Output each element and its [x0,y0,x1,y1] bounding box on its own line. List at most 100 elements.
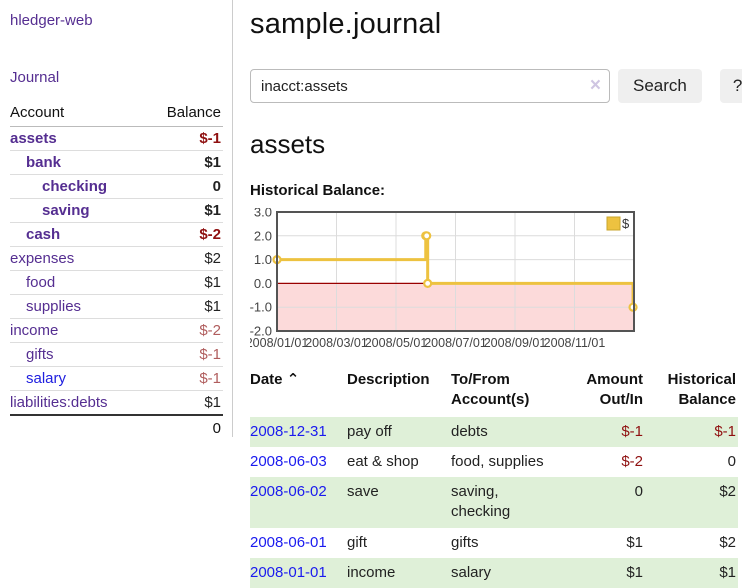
svg-text:0.0: 0.0 [254,276,272,291]
account-row: income $-2 [10,318,223,343]
transaction-amount-cell: $-2 [621,452,643,470]
transaction-row: 2008-06-01 gift gifts $1 $2 [250,528,738,558]
svg-text:2008/05/01: 2008/05/01 [365,336,428,350]
transaction-description-cell: pay off [347,422,392,440]
transaction-accounts-cell: salary [451,563,492,581]
nav-journal-link[interactable]: Journal [10,69,60,86]
account-balance: $-2 [146,318,223,343]
sidebar-divider [232,0,233,437]
page-title: sample.journal [250,8,442,40]
account-link[interactable]: salary [26,370,67,387]
svg-text:-2.0: -2.0 [250,324,272,339]
historical-balance-chart: $3.0 2.0 1.0 0.0 -1.0 -2.0 2008/01/01 2008/03/0… [246,205,742,352]
account-balance: $1 [146,270,223,295]
search-input-wrap: × [250,69,610,103]
transaction-balance-cell: $2 [719,533,736,551]
account-link[interactable]: expenses [10,250,75,267]
transaction-date-link[interactable]: 2008-06-03 [250,452,327,470]
account-link[interactable]: supplies [26,298,82,315]
register-header-date[interactable]: Date ⌃ [250,368,347,417]
transaction-date-link[interactable]: 2008-06-02 [250,483,327,500]
transaction-row: 2008-12-31 pay off debts $-1 $-1 [250,416,738,447]
accounts-total-spacer [10,414,147,440]
accounts-header-row: Account Balance [10,101,223,127]
account-link[interactable]: cash [26,226,61,243]
transaction-row: 2008-06-03 eat & shop food, supplies $-2 0 [250,447,738,477]
accounts-table: Account Balance assets $-1 bank $1 checking 0… [10,101,223,440]
svg-text:2008/03/01: 2008/03/01 [305,336,368,350]
transaction-accounts-cell: debts [451,422,488,440]
svg-text:2008/01/01: 2008/01/01 [250,336,308,350]
account-row: food $1 [10,270,223,295]
account-balance: $-1 [146,366,223,391]
account-balance: $1 [146,150,223,175]
accounts-total-value: 0 [146,414,223,440]
transaction-date-cell: 2008-12-31 [250,417,347,447]
transaction-row: 2008-01-01 income salary $1 $1 [250,557,738,588]
account-row: checking 0 [10,174,223,199]
register-header-row: Date ⌃ Description To/From Account(s) Am… [250,368,738,417]
search-input[interactable] [250,69,610,103]
sort-asc-icon: ⌃ [286,371,300,388]
account-balance: $-1 [146,126,223,151]
account-link[interactable]: checking [42,178,108,195]
svg-text:3.0: 3.0 [254,208,272,220]
help-button[interactable]: ? [719,69,742,103]
account-link[interactable]: gifts [26,346,54,363]
account-row: salary $-1 [10,366,223,391]
account-balance: $1 [146,198,223,223]
svg-text:2008/07/01: 2008/07/01 [424,336,487,350]
transaction-accounts-cell: gifts [451,533,479,551]
transaction-date-link[interactable]: 2008-01-01 [250,563,327,581]
transaction-date-link[interactable]: 2008-12-31 [250,422,327,440]
transaction-row: 2008-06-02 save saving, checking 0 $2 [250,477,738,528]
transaction-amount-cell: $1 [626,563,643,581]
transaction-description-cell: eat & shop [347,452,419,470]
transaction-date-cell: 2008-06-03 [250,447,347,477]
svg-text:-1.0: -1.0 [250,300,272,315]
account-balance: $1 [146,294,223,319]
account-link[interactable]: food [26,274,56,291]
register-header-amount: Amount Out/In [586,371,643,409]
account-heading: assets [250,129,326,159]
transaction-amount-cell: 0 [634,483,643,500]
account-row: expenses $2 [10,246,223,271]
account-row: liabilities:debts $1 [10,391,223,416]
transaction-description-cell: income [347,563,396,581]
sidebar: hledger-web Journal Account Balance asse… [0,0,233,588]
transaction-balance-cell: $2 [719,483,736,500]
account-balance: $-2 [146,222,223,247]
register-table: Date ⌃ Description To/From Account(s) Am… [250,368,738,588]
clear-search-icon[interactable]: × [589,75,601,96]
account-row: assets $-1 [10,126,223,151]
accounts-header-account: Account [10,101,147,127]
account-balance: 0 [146,174,223,199]
account-balance: $2 [146,246,223,271]
transaction-amount-cell: $1 [626,533,643,551]
chart-label: Historical Balance: [250,182,386,199]
transaction-date-link[interactable]: 2008-06-01 [250,533,327,551]
svg-text:$: $ [622,216,630,231]
transaction-balance-cell: $1 [719,563,736,581]
account-link[interactable]: bank [26,154,62,171]
main-content: sample.journal × Search ? assets Histori… [233,0,742,588]
transaction-description-cell: save [347,483,379,500]
transaction-balance-cell: $-1 [714,422,736,440]
brand-link[interactable]: hledger-web [10,12,93,29]
transaction-accounts-cell: saving, checking [451,483,511,521]
search-button[interactable]: Search [618,69,702,103]
transaction-date-cell: 2008-06-01 [250,528,347,558]
search-bar: × Search ? [250,69,742,103]
account-row: cash $-2 [10,222,223,247]
account-link[interactable]: saving [42,202,90,219]
register-header-date-label: Date [250,371,283,388]
transaction-accounts-cell: food, supplies [451,452,544,470]
svg-text:2.0: 2.0 [254,228,272,243]
account-balance: $1 [204,394,221,411]
svg-text:2008/11/01: 2008/11/01 [544,336,606,350]
account-balance: $-1 [146,342,223,367]
account-link[interactable]: assets [10,130,57,147]
account-link[interactable]: income [10,322,59,339]
transaction-amount-cell: $-1 [621,422,643,440]
account-link[interactable]: liabilities:debts [10,394,108,411]
